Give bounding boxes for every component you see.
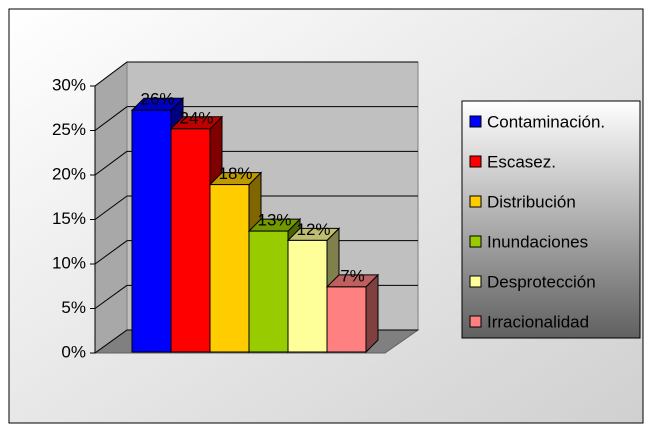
- y-tick-label: 0%: [61, 342, 86, 361]
- legend-label: Distribución: [487, 192, 576, 211]
- legend-swatch: [469, 155, 482, 168]
- legend-swatch: [469, 235, 482, 248]
- grid-line-side: [94, 61, 128, 87]
- legend-swatch: [469, 315, 482, 328]
- bar-front: [209, 184, 250, 353]
- value-label: 24%: [179, 108, 213, 127]
- bar-side: [365, 273, 379, 354]
- grid-line-side: [94, 284, 128, 309]
- legend-label: Desprotección: [487, 272, 596, 291]
- bar-front: [131, 109, 172, 353]
- value-label: 13%: [257, 211, 291, 230]
- grid-line-side: [94, 329, 128, 354]
- legend-swatch: [469, 195, 482, 208]
- value-label: 18%: [218, 164, 252, 183]
- legend-label: Inundaciones: [487, 232, 588, 251]
- legend: [461, 100, 641, 339]
- grid-line-side: [94, 195, 128, 220]
- y-tick-label: 15%: [52, 209, 86, 228]
- y-tick-label: 30%: [52, 75, 86, 94]
- bar: [325, 273, 380, 354]
- grid-line-side: [94, 150, 128, 176]
- bar-front: [170, 128, 211, 353]
- bar-front: [326, 286, 367, 353]
- y-tick-label: 20%: [52, 164, 86, 183]
- bar-front: [248, 230, 289, 353]
- value-label: 26%: [140, 90, 174, 109]
- y-tick-label: 25%: [52, 120, 86, 139]
- y-tick-label: 10%: [52, 253, 86, 272]
- legend-label: Contaminación.: [487, 112, 605, 131]
- value-label: 7%: [340, 266, 365, 285]
- legend-label: Irracionalidad: [487, 312, 589, 331]
- legend-swatch: [469, 115, 482, 128]
- legend-label: Escasez.: [487, 152, 556, 171]
- legend-swatch: [469, 275, 482, 288]
- grid-line-side: [94, 240, 128, 265]
- value-label: 12%: [296, 220, 330, 239]
- grid-line-side: [94, 106, 128, 131]
- bar-front: [287, 239, 328, 353]
- y-tick-label: 5%: [61, 298, 86, 317]
